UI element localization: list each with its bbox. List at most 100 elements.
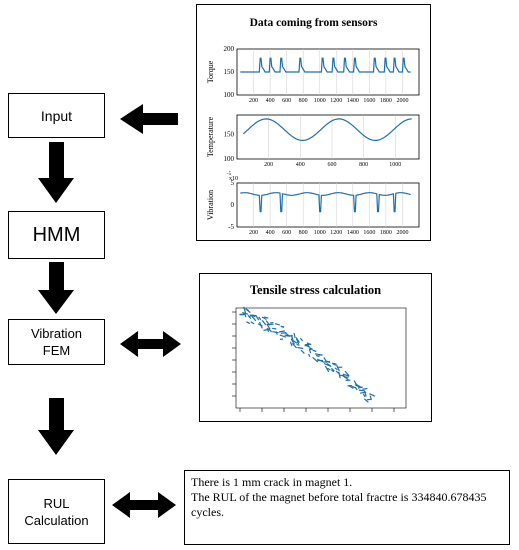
torque-x-tick-label: 1400 [347, 98, 359, 104]
stress-point [289, 341, 293, 347]
torque-chart: 200 400 600 800 1000 1200 1400 1600 1800 2000 100 1… [206, 45, 420, 104]
vibration-series-line [240, 192, 411, 213]
stress-point [280, 325, 285, 329]
fem-label-line1: Vibration [30, 326, 83, 341]
stress-point [251, 314, 256, 318]
stress-point [266, 327, 270, 333]
stress-point [295, 337, 301, 343]
stress-point [337, 371, 341, 376]
stress-point [308, 353, 311, 358]
stress-point [293, 332, 296, 339]
stress-point [261, 319, 267, 326]
temperature-y-axis-label: Temperature [206, 116, 215, 157]
stress-point [265, 320, 271, 326]
arrow-rul-result-bidirectional [112, 492, 176, 518]
stress-point [279, 334, 287, 338]
arrow-sensors-to-input [120, 104, 178, 134]
stress-point [266, 324, 271, 330]
vibration-y-tick-label: 5 [231, 179, 235, 187]
result-line-2: The RUL of the magnet before total fract… [191, 490, 487, 504]
hmm-label: HMM [32, 223, 81, 246]
temperature-x-tick-label: 400 [296, 162, 305, 168]
stress-point [296, 343, 300, 346]
temperature-x-tick-label: 600 [327, 162, 336, 168]
rul-label-line2: Calculation [24, 512, 89, 528]
stress-point [348, 385, 354, 389]
sensor-data-panel: Data coming from sensors 200 400 600 800 100… [196, 4, 431, 241]
result-line-1: There is 1 mm crack in magnet 1. [191, 475, 353, 489]
vibration-x-tick-label: 800 [299, 230, 308, 236]
stress-point [363, 398, 369, 403]
torque-plot-frame [236, 48, 420, 96]
stress-point [309, 349, 312, 354]
result-line-3: cycles. [191, 505, 224, 519]
torque-y-tick-label: 200 [224, 45, 235, 53]
stress-point [324, 365, 330, 373]
torque-x-tick-label: 1000 [314, 98, 326, 104]
arrow-fem-stress-bidirectional [120, 331, 181, 357]
stress-point [290, 334, 294, 341]
stress-point [299, 337, 304, 342]
stress-point [312, 349, 317, 353]
stress-point [247, 315, 252, 319]
input-label: Input [40, 107, 73, 124]
vibration-x-tick-label: 1800 [380, 230, 392, 236]
stress-point [291, 342, 298, 349]
stress-point [354, 383, 361, 388]
stress-point [259, 321, 263, 329]
stress-point [250, 321, 255, 325]
stress-point [327, 367, 331, 371]
stress-point [362, 393, 366, 398]
torque-x-tick-label: 2000 [396, 98, 408, 104]
vibration-x-tick-label: 1200 [330, 230, 342, 236]
hmm-block: HMM [8, 211, 105, 259]
stress-point [331, 369, 335, 373]
stress-point [246, 309, 251, 314]
stress-point [263, 329, 268, 331]
stress-point [334, 367, 338, 371]
sensor-panel-title: Data coming from sensors [249, 17, 378, 29]
stress-point [251, 316, 257, 322]
temperature-x-tick-label: 800 [359, 162, 368, 168]
stress-point [315, 354, 320, 358]
stress-point [353, 380, 357, 385]
torque-x-tick-label: 600 [282, 98, 291, 104]
torque-y-tick-label: 100 [224, 91, 235, 99]
stress-point [246, 321, 251, 325]
vibration-x-tick-label: 600 [282, 230, 291, 236]
temperature-series-line [242, 118, 412, 141]
torque-x-tick-label: 400 [266, 98, 275, 104]
vibration-x-tick-label: 1400 [347, 230, 359, 236]
stress-point [344, 370, 350, 376]
vibration-chart: 200 400 600 800 1000 1200 1400 1600 1800 2000 5 0 -5… [206, 172, 420, 236]
stress-point [309, 347, 313, 350]
torque-series-line [240, 57, 411, 73]
stress-point [295, 338, 300, 345]
rul-label-line1: RUL [43, 495, 70, 511]
stress-point [304, 343, 311, 346]
stress-point [274, 323, 280, 326]
torque-x-tick-label: 800 [299, 98, 308, 104]
stress-point [272, 327, 277, 330]
vibration-x-tick-label: 200 [249, 230, 258, 236]
rul-calculation-block: RUL Calculation [8, 479, 105, 544]
stress-point [244, 313, 247, 318]
vibration-x-tick-label: 1600 [363, 230, 375, 236]
vibration-y-tick-label: 0 [231, 201, 235, 209]
vibration-exponent-label: x10 [229, 176, 238, 182]
arrow-fem-to-rul [38, 398, 74, 455]
vibration-x-tick-label: 400 [266, 230, 275, 236]
vibration-y-tick-label: -5 [228, 223, 234, 231]
stress-point [243, 306, 247, 314]
temperature-y-tick-label: 100 [224, 155, 235, 163]
temperature-plot-frame [236, 114, 420, 160]
input-block: Input [8, 93, 105, 138]
temperature-y-tick-label: 150 [224, 131, 235, 139]
stress-point [358, 389, 365, 392]
torque-y-axis-label: Torque [206, 60, 215, 83]
tensile-stress-panel: Tensile stress calculation [199, 273, 432, 422]
stress-point [272, 331, 279, 334]
temperature-chart: 200 400 600 800 1000 100 150 Temperature [206, 114, 420, 168]
temperature-x-tick-label: 200 [264, 162, 273, 168]
